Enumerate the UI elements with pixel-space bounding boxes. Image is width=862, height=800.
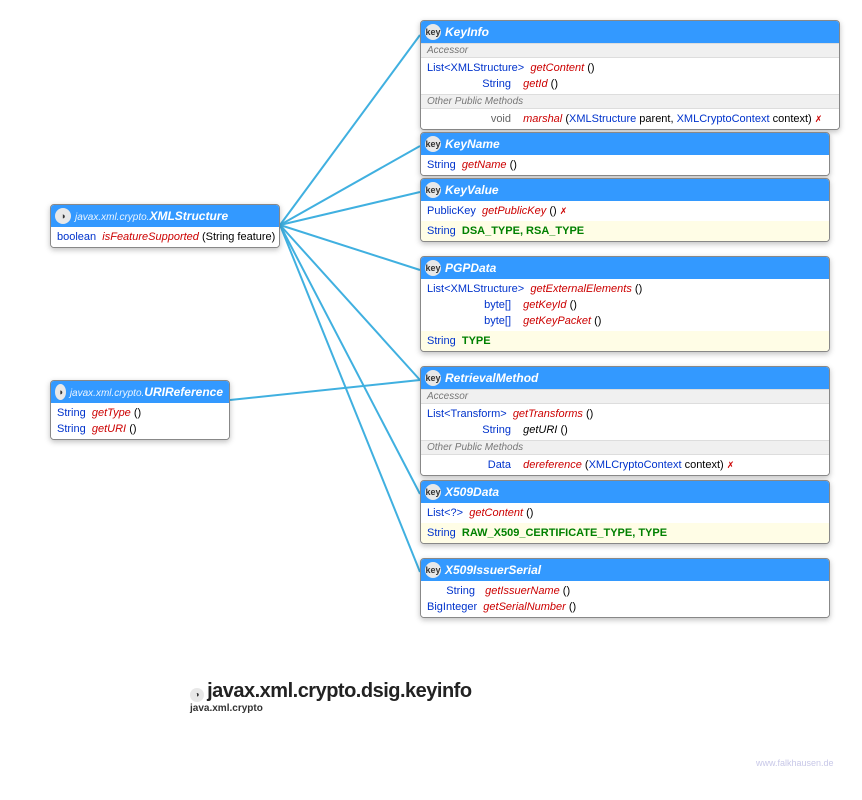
const-type: String — [427, 527, 456, 539]
key-icon: key — [425, 370, 441, 386]
const-names: RAW_X509_CERTIFICATE_TYPE, TYPE — [462, 527, 667, 539]
class-header: key RetrievalMethod — [421, 367, 829, 389]
accessor-members: List<Transform> getTransforms ()String g… — [421, 404, 829, 440]
member-row: String getURI () — [427, 422, 823, 438]
class-retrievalmethod[interactable]: key RetrievalMethod Accessor List<Transf… — [420, 366, 830, 476]
class-name: KeyValue — [445, 183, 499, 197]
other-members: Data dereference (XMLCryptoContext conte… — [421, 455, 829, 475]
class-header: key KeyValue — [421, 179, 829, 201]
member-row: List<XMLStructure> getExternalElements (… — [427, 281, 823, 297]
class-name: KeyName — [445, 137, 500, 151]
class-keyvalue[interactable]: key KeyValue PublicKey getPublicKey () ✗… — [420, 178, 830, 242]
class-name: KeyInfo — [445, 25, 489, 39]
class-name: X509IssuerSerial — [445, 563, 541, 577]
connector-line — [280, 225, 420, 572]
connector-line — [280, 192, 420, 225]
section-other-label: Other Public Methods — [421, 440, 829, 455]
key-icon: key — [425, 182, 441, 198]
member-row: String getId () — [427, 76, 833, 92]
members: String getIssuerName ()BigInteger getSer… — [421, 581, 829, 617]
title-icon: ◑ — [190, 688, 204, 702]
key-icon: key — [425, 484, 441, 500]
class-name: X509Data — [445, 485, 499, 499]
class-keyinfo[interactable]: key KeyInfo Accessor List<XMLStructure> … — [420, 20, 840, 130]
section-accessor-label: Accessor — [421, 43, 839, 58]
package-prefix: javax.xml.crypto. — [75, 212, 149, 223]
member-row: String getURI () — [57, 421, 223, 437]
member-row: byte[] getKeyPacket () — [427, 313, 823, 329]
connector-line — [280, 35, 420, 225]
members: String getName () — [421, 155, 829, 175]
member-row: BigInteger getSerialNumber () — [427, 599, 823, 615]
members: List<XMLStructure> getExternalElements (… — [421, 279, 829, 331]
class-header: key X509IssuerSerial — [421, 559, 829, 581]
section-accessor-label: Accessor — [421, 389, 829, 404]
const-names: TYPE — [462, 335, 491, 347]
class-header: ◑ javax.xml.crypto.XMLStructure — [51, 205, 279, 227]
member-row: String getName () — [427, 157, 823, 173]
members: PublicKey getPublicKey () ✗ — [421, 201, 829, 221]
key-icon: key — [425, 24, 441, 40]
connector-line — [280, 146, 420, 225]
class-icon: ◑ — [55, 384, 66, 400]
connector-line — [280, 225, 420, 270]
constants: String RAW_X509_CERTIFICATE_TYPE, TYPE — [421, 523, 829, 543]
class-name: RetrievalMethod — [445, 371, 538, 385]
class-name: XMLStructure — [149, 209, 228, 223]
watermark: www.falkhausen.de — [756, 758, 834, 768]
class-name: PGPData — [445, 261, 496, 275]
page-title-block: ◑ javax.xml.crypto.dsig.keyinfo java.xml… — [190, 680, 472, 714]
const-type: String — [427, 335, 456, 347]
member-row: List<Transform> getTransforms () — [427, 406, 823, 422]
member-row: void marshal (XMLStructure parent, XMLCr… — [427, 111, 833, 127]
class-header: key KeyName — [421, 133, 829, 155]
class-header: ◑ javax.xml.crypto.URIReference — [51, 381, 229, 403]
class-name: URIReference — [144, 385, 223, 399]
class-header: key KeyInfo — [421, 21, 839, 43]
class-header: key PGPData — [421, 257, 829, 279]
member-row: byte[] getKeyId () — [427, 297, 823, 313]
class-icon: ◑ — [55, 208, 71, 224]
constants: String DSA_TYPE, RSA_TYPE — [421, 221, 829, 241]
constants: String TYPE — [421, 331, 829, 351]
const-names: DSA_TYPE, RSA_TYPE — [462, 225, 584, 237]
member-row: String getIssuerName () — [427, 583, 823, 599]
members: List<?> getContent () — [421, 503, 829, 523]
key-icon: key — [425, 260, 441, 276]
member-row: String getType () — [57, 405, 223, 421]
key-icon: key — [425, 562, 441, 578]
class-header: key X509Data — [421, 481, 829, 503]
connector-line — [280, 225, 420, 494]
page-subtitle: java.xml.crypto — [190, 703, 472, 714]
class-pgpdata[interactable]: key PGPData List<XMLStructure> getExtern… — [420, 256, 830, 352]
member-row: boolean isFeatureSupported (String featu… — [57, 229, 273, 245]
class-x509issuerserial[interactable]: key X509IssuerSerial String getIssuerNam… — [420, 558, 830, 618]
section-other-label: Other Public Methods — [421, 94, 839, 109]
member-row: PublicKey getPublicKey () ✗ — [427, 203, 823, 219]
members: String getType ()String getURI () — [51, 403, 229, 439]
connector-line — [230, 380, 420, 400]
package-prefix: javax.xml.crypto. — [70, 388, 144, 399]
class-x509data[interactable]: key X509Data List<?> getContent () Strin… — [420, 480, 830, 544]
page-title: javax.xml.crypto.dsig.keyinfo — [207, 680, 472, 702]
class-xmlstructure[interactable]: ◑ javax.xml.crypto.XMLStructure boolean … — [50, 204, 280, 248]
connector-line — [280, 225, 420, 380]
class-keyname[interactable]: key KeyName String getName () — [420, 132, 830, 176]
member-row: List<?> getContent () — [427, 505, 823, 521]
key-icon: key — [425, 136, 441, 152]
other-members: void marshal (XMLStructure parent, XMLCr… — [421, 109, 839, 129]
accessor-members: List<XMLStructure> getContent ()String g… — [421, 58, 839, 94]
members: boolean isFeatureSupported (String featu… — [51, 227, 279, 247]
member-row: List<XMLStructure> getContent () — [427, 60, 833, 76]
member-row: Data dereference (XMLCryptoContext conte… — [427, 457, 823, 473]
const-type: String — [427, 225, 456, 237]
class-urireference[interactable]: ◑ javax.xml.crypto.URIReference String g… — [50, 380, 230, 440]
